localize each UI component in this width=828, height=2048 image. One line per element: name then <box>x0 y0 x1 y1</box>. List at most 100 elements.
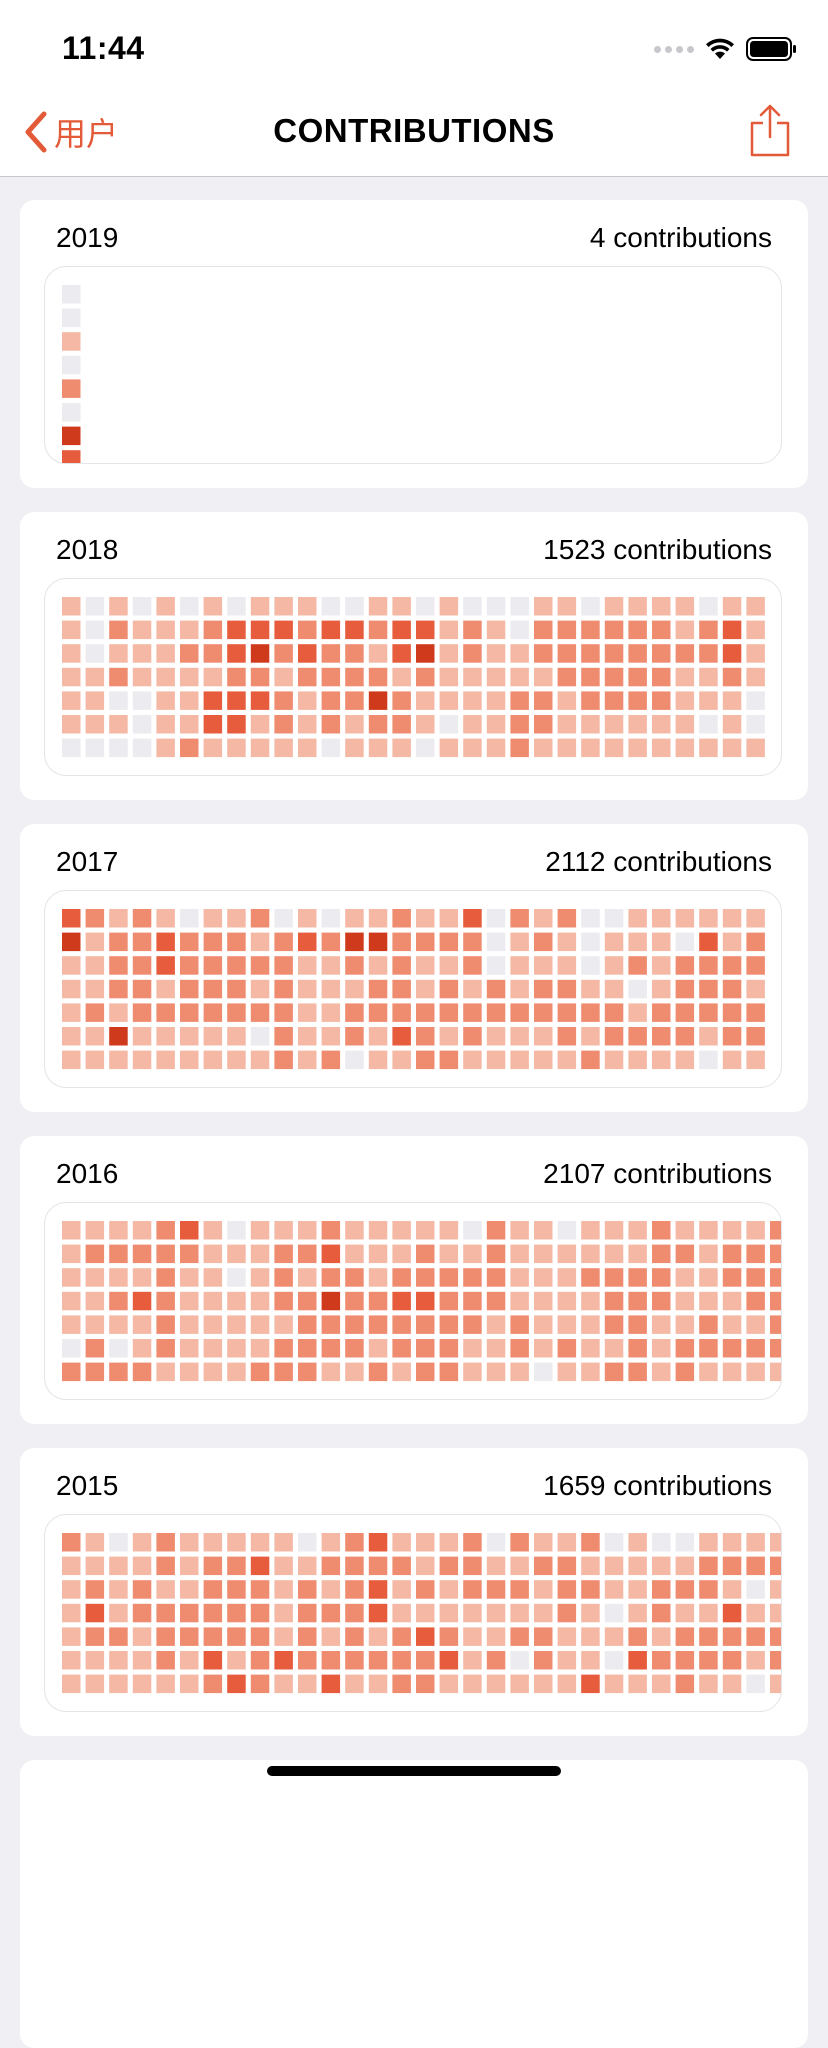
contribution-day-cell <box>180 1362 199 1382</box>
status-bar: 11:44 <box>0 0 828 88</box>
contribution-day-cell <box>298 956 317 975</box>
contribution-day-cell <box>156 1580 175 1599</box>
contribution-day-cell <box>250 644 270 663</box>
contribution-day-cell <box>250 956 270 975</box>
contribution-day-cell <box>109 1003 128 1022</box>
navigation-bar: 用户 CONTRIBUTIONS <box>0 88 828 177</box>
status-time: 11:44 <box>62 30 145 66</box>
contribution-day-cell <box>604 1580 624 1599</box>
back-button[interactable]: 用户 <box>22 108 118 156</box>
contribution-day-cell <box>628 715 647 734</box>
contribution-day-cell <box>368 956 388 975</box>
contribution-day-cell <box>628 1268 647 1287</box>
contribution-day-cell <box>557 1291 577 1311</box>
contribution-day-cell <box>557 1362 577 1382</box>
contribution-day-cell <box>486 1533 506 1552</box>
contribution-day-cell <box>85 1603 105 1623</box>
contribution-day-cell <box>581 620 600 640</box>
contribution-day-cell <box>132 691 152 710</box>
contribution-day-cell <box>345 1674 364 1694</box>
year-card[interactable]: 2015 1659 contributions <box>20 1448 808 1736</box>
year-card[interactable]: 2019 4 contributions <box>20 200 808 488</box>
contribution-day-cell <box>298 1027 317 1046</box>
contribution-day-cell <box>416 1339 435 1358</box>
contribution-day-cell <box>439 715 459 734</box>
contribution-day-cell <box>557 597 577 616</box>
contribution-day-cell <box>274 1050 293 1070</box>
contribution-day-cell <box>250 1003 270 1022</box>
contribution-day-cell <box>604 1315 624 1334</box>
contribution-day-cell <box>85 1651 105 1670</box>
contribution-day-cell <box>581 1651 600 1670</box>
contribution-day-cell <box>227 1627 246 1646</box>
contribution-day-cell <box>439 1050 459 1070</box>
contribution-day-cell <box>274 979 293 999</box>
contribution-day-cell <box>486 1027 506 1046</box>
contribution-day-cell <box>85 1050 105 1070</box>
contribution-day-cell <box>557 1221 577 1240</box>
contribution-day-cell <box>439 1291 459 1311</box>
contribution-day-cell <box>392 1291 411 1311</box>
contribution-day-cell <box>746 644 765 663</box>
contribution-day-cell <box>227 597 246 616</box>
contribution-day-cell <box>368 979 388 999</box>
contribution-day-cell <box>109 1291 128 1311</box>
contribution-day-cell <box>486 1003 506 1022</box>
contribution-day-cell <box>227 620 246 640</box>
contribution-day-cell <box>321 1244 341 1264</box>
year-card[interactable]: 2017 2112 contributions <box>20 824 808 1112</box>
contribution-day-cell <box>439 1003 459 1022</box>
contribution-grid <box>62 597 765 758</box>
contribution-day-cell <box>675 597 695 616</box>
contribution-day-cell <box>109 1362 128 1382</box>
contribution-day-cell <box>392 909 411 928</box>
contribution-day-cell <box>652 1268 671 1287</box>
contribution-day-cell <box>250 715 270 734</box>
contribution-day-cell <box>180 1603 199 1623</box>
contribution-day-cell <box>416 1003 435 1022</box>
contribution-graph <box>44 1202 782 1400</box>
contribution-day-cell <box>604 1556 624 1576</box>
contribution-day-cell <box>652 644 671 663</box>
contribution-day-cell <box>156 1050 175 1070</box>
share-icon[interactable] <box>748 104 792 158</box>
contribution-day-cell <box>510 1221 529 1240</box>
contribution-day-cell <box>557 1533 577 1552</box>
contribution-day-cell <box>416 1050 435 1070</box>
contribution-day-cell <box>274 1603 293 1623</box>
contribution-day-cell <box>699 1291 718 1311</box>
year-card[interactable]: 2016 2107 contributions <box>20 1136 808 1424</box>
contribution-day-cell <box>486 620 506 640</box>
card-contribution-count: 1659 contributions <box>543 1470 772 1501</box>
contribution-day-cell <box>368 1627 388 1646</box>
year-card[interactable]: 2018 1523 contributions <box>20 512 808 800</box>
contribution-day-cell <box>534 1627 553 1646</box>
contribution-day-cell <box>62 1533 81 1552</box>
contribution-day-cell <box>227 1603 246 1623</box>
contribution-day-cell <box>486 1580 506 1599</box>
contribution-day-cell <box>557 1027 577 1046</box>
contribution-day-cell <box>699 597 718 616</box>
contribution-day-cell <box>581 1580 600 1599</box>
contribution-day-cell <box>321 1221 341 1240</box>
contribution-day-cell <box>298 715 317 734</box>
contribution-day-cell <box>203 956 223 975</box>
contribution-day-cell <box>416 932 435 952</box>
contribution-day-cell <box>722 1674 742 1694</box>
contribution-day-cell <box>416 1674 435 1694</box>
contribution-day-cell <box>203 979 223 999</box>
contribution-day-cell <box>416 1603 435 1623</box>
year-card-partial[interactable] <box>20 1760 808 2048</box>
contribution-day-cell <box>463 715 482 734</box>
contribution-day-cell <box>132 620 152 640</box>
contribution-day-cell <box>699 1362 718 1382</box>
contribution-day-cell <box>274 1627 293 1646</box>
contribution-day-cell <box>321 691 341 710</box>
contribution-day-cell <box>439 1339 459 1358</box>
contribution-day-cell <box>557 644 577 663</box>
contribution-day-cell <box>581 1003 600 1022</box>
contribution-day-cell <box>746 1315 765 1334</box>
contribution-day-cell <box>463 691 482 710</box>
contribution-day-cell <box>109 1674 128 1694</box>
contribution-day-cell <box>534 956 553 975</box>
